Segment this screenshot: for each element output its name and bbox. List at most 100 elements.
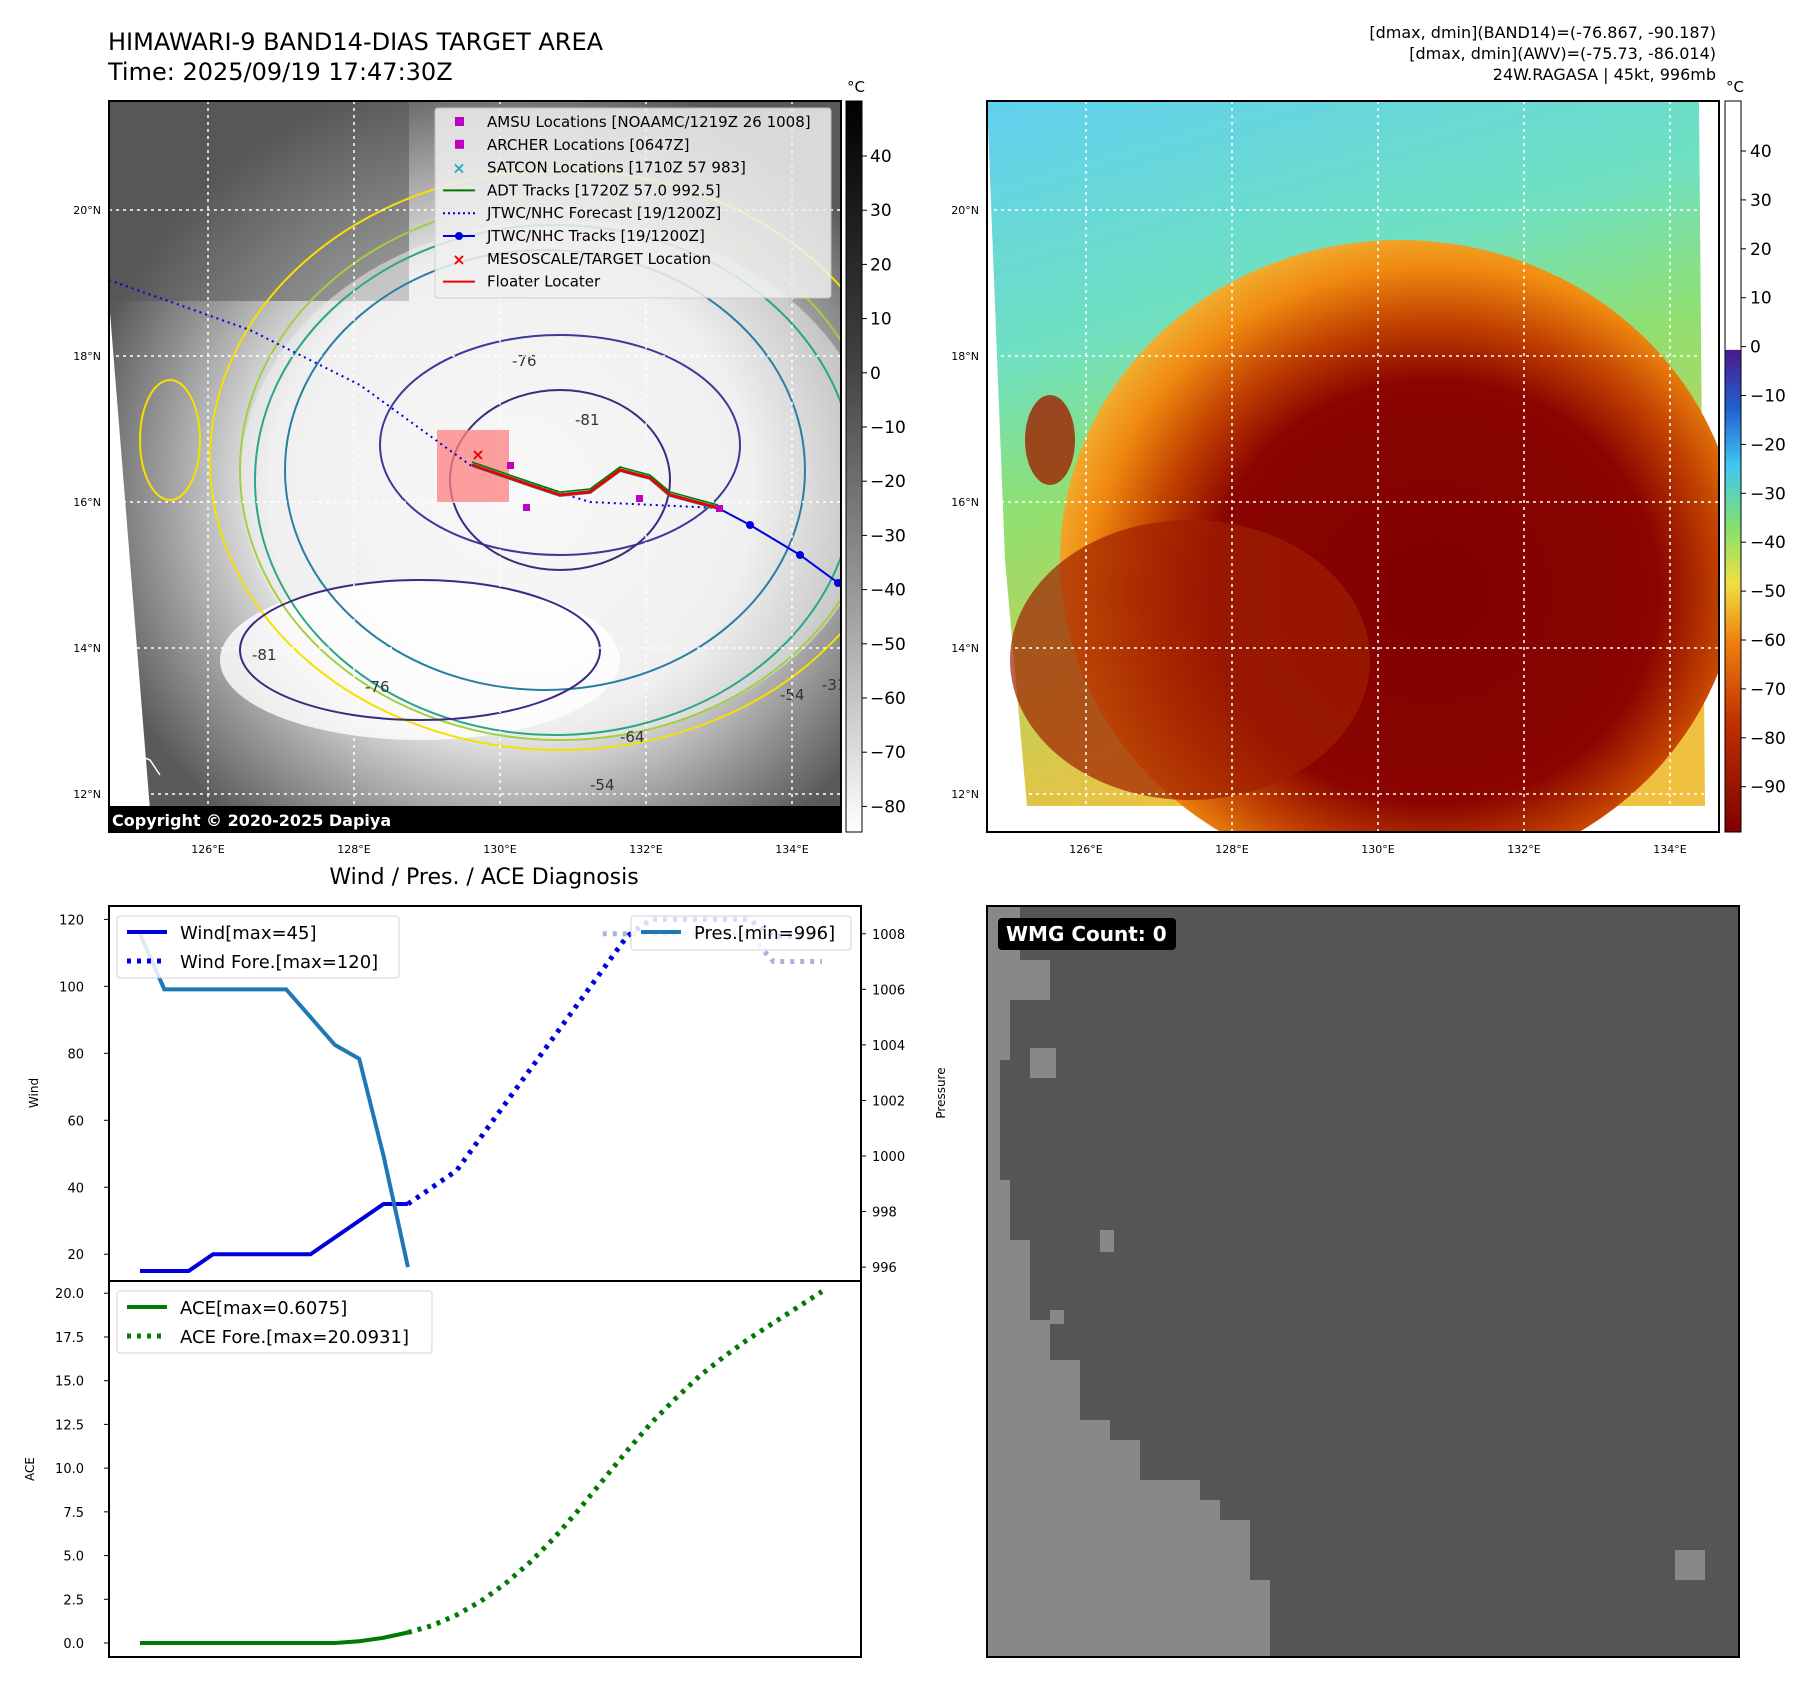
lat-label: 14°N (73, 642, 101, 655)
lon-label: 130°E (483, 843, 516, 856)
pressure-tick: 1000 (872, 1150, 905, 1165)
ace-tick: 15.0 (55, 1375, 84, 1390)
contour-label: -76 (512, 352, 537, 370)
ace-tick: 0.0 (63, 1637, 84, 1652)
lat-label: 12°N (951, 788, 979, 801)
contour-label: -81 (252, 646, 277, 664)
wind-tick: 60 (67, 1114, 84, 1129)
ace-tick: 2.5 (63, 1593, 84, 1608)
colorbar-tick: −40 (1750, 533, 1786, 553)
colorbar-unit: °C (847, 78, 865, 96)
ace-line (140, 1630, 409, 1646)
lat-label: 20°N (73, 204, 101, 217)
legend-label: JTWC/NHC Forecast [19/1200Z] (486, 204, 721, 222)
svg-text:×: × (452, 250, 465, 269)
legend-entry: AMSU Locations [NOAAMC/1219Z 26 1008] (455, 113, 811, 131)
wind-tick: 20 (67, 1248, 84, 1263)
colorbar-tick: −40 (870, 581, 906, 601)
legend-label: Floater Locater (487, 273, 601, 291)
floater-track (471, 463, 719, 510)
colorbar-tick: 0 (1750, 338, 1761, 358)
ace-tick: 5.0 (63, 1550, 84, 1565)
lat-label: 12°N (73, 788, 101, 801)
pressure-tick: 1006 (872, 983, 905, 998)
pressure-tick: 1008 (872, 928, 905, 943)
pressure-legend-label: Pres.[min=996] (694, 923, 835, 944)
wind-legend-label: Wind Fore.[max=120] (180, 952, 378, 973)
lon-label: 128°E (337, 843, 370, 856)
legend-entry: ADT Tracks [1720Z 57.0 992.5] (443, 181, 721, 199)
copyright: Copyright © 2020-2025 Dapiya (112, 811, 391, 830)
lat-label: 18°N (951, 350, 979, 363)
ir-map-panel: -76 -81 -81 -76 -64 -54 -54 -31 (73, 78, 906, 856)
legend-entry: ARCHER Locations [0647Z] (455, 136, 690, 154)
ace-axis-label: ACE (23, 1457, 37, 1481)
contour-label: -76 (365, 678, 390, 696)
lat-label: 14°N (951, 642, 979, 655)
pressure-tick: 998 (872, 1206, 897, 1221)
info-line1: [dmax, dmin](BAND14)=(-76.867, -90.187) (1369, 23, 1716, 42)
ace-legend-label: ACE[max=0.6075] (180, 1298, 347, 1319)
ace-tick: 17.5 (55, 1331, 84, 1346)
colorbar-tick: 0 (870, 364, 881, 384)
ace-forecast-line (407, 1289, 824, 1635)
lon-label: 134°E (775, 843, 808, 856)
ace-tick: 12.5 (55, 1418, 84, 1433)
awv-map-panel: 20°N 18°N 16°N 14°N 12°N 126°E 128°E 130… (951, 78, 1786, 856)
figure-title-line2: Time: 2025/09/19 17:47:30Z (107, 58, 453, 86)
colorbar-tick: −10 (870, 418, 906, 438)
lon-label: 126°E (191, 843, 224, 856)
lon-label: 132°E (1507, 843, 1540, 856)
colorbar-tick: −20 (870, 472, 906, 492)
colorbar-tick: −30 (1750, 484, 1786, 504)
pressure-tick: 1004 (872, 1039, 905, 1054)
wind-pressure-plot: Wind Pressure 20 40 60 80 100 120 996 998 1000 1… (27, 905, 948, 1282)
lon-label: 126°E (1069, 843, 1102, 856)
legend-label: JTWC/NHC Tracks [19/1200Z] (486, 227, 705, 245)
wind-tick: 100 (59, 980, 84, 995)
legend-entry: Floater Locater (443, 273, 601, 291)
wind-tick: 80 (67, 1047, 84, 1062)
ace-tick: 7.5 (63, 1506, 84, 1521)
legend-entry: JTWC/NHC Tracks [19/1200Z] (443, 227, 705, 245)
pressure-axis-label: Pressure (934, 1067, 948, 1118)
diagnosis-title: Wind / Pres. / ACE Diagnosis (329, 865, 638, 890)
colorbar-tick: 40 (1750, 142, 1772, 162)
legend-label: MESOSCALE/TARGET Location (487, 250, 711, 268)
legend-label: AMSU Locations [NOAAMC/1219Z 26 1008] (487, 113, 811, 131)
colorbar-tick: 10 (1750, 289, 1772, 309)
wind-legend-label: Wind[max=45] (180, 923, 317, 944)
ace-tick: 10.0 (55, 1462, 84, 1477)
jtwc-track (717, 507, 841, 586)
wind-line (140, 1201, 408, 1273)
contour-label: -81 (575, 411, 600, 429)
colorbar-tick: −10 (1750, 387, 1786, 407)
wind-tick: 120 (59, 913, 84, 928)
svg-text:×: × (471, 445, 484, 464)
colorbar-tick: −80 (870, 797, 906, 817)
wind-tick: 40 (67, 1181, 84, 1196)
wmg-panel: WMG Count: 0 (986, 905, 1740, 1658)
contour-label: -54 (590, 776, 615, 794)
ace-tick: 20.0 (55, 1287, 84, 1302)
info-line2: [dmax, dmin](AWV)=(-75.73, -86.014) (1409, 44, 1716, 63)
colorbar-tick: −70 (870, 743, 906, 763)
colorbar-tick: −90 (1750, 778, 1786, 798)
contour-label: -54 (780, 686, 805, 704)
lon-label: 134°E (1653, 843, 1686, 856)
colorbar-tick: 30 (1750, 191, 1772, 211)
pressure-tick: 996 (872, 1261, 897, 1276)
contour-label: -31 (822, 676, 847, 694)
colorbar-tick: −30 (870, 526, 906, 546)
colorbar-tick: 10 (870, 310, 892, 330)
info-line3: 24W.RAGASA | 45kt, 996mb (1493, 65, 1716, 84)
legend-label: ADT Tracks [1720Z 57.0 992.5] (487, 181, 721, 199)
gray-colorbar (845, 100, 863, 833)
colorbar-tick: 40 (870, 147, 892, 167)
lon-label: 128°E (1215, 843, 1248, 856)
colorbar-tick: −60 (1750, 631, 1786, 651)
lat-label: 16°N (73, 496, 101, 509)
colorbar-tick: −80 (1750, 729, 1786, 749)
colorbar-tick: −50 (870, 635, 906, 655)
